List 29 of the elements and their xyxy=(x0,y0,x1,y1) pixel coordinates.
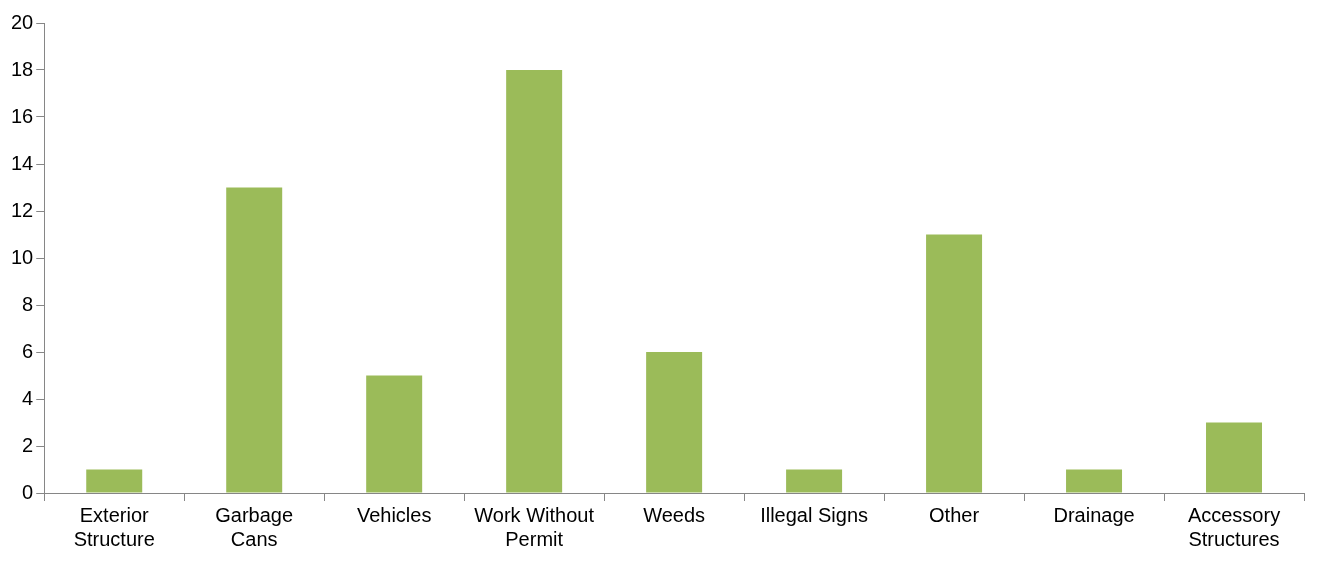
y-tick-label: 18 xyxy=(11,57,34,80)
y-tick-label: 8 xyxy=(22,292,34,315)
bar xyxy=(226,187,283,493)
y-tick-label: 20 xyxy=(11,10,34,33)
x-tick-label: Illegal Signs xyxy=(760,503,869,526)
y-tick-label: 0 xyxy=(22,480,34,503)
bar xyxy=(926,234,983,493)
x-tick-label: Work Without Permit xyxy=(474,503,595,550)
y-tick-label: 14 xyxy=(11,151,34,174)
bar xyxy=(366,375,423,493)
bar xyxy=(506,70,563,493)
bar xyxy=(1206,422,1263,493)
y-tick-label: 6 xyxy=(22,339,34,362)
y-tick-label: 2 xyxy=(22,433,34,456)
bar xyxy=(786,469,843,493)
bar xyxy=(1066,469,1123,493)
bar xyxy=(86,469,143,493)
x-tick-label: Weeds xyxy=(643,503,706,526)
x-tick-label: Drainage xyxy=(1053,503,1135,526)
x-tick-label: Exterior Structure xyxy=(73,503,155,550)
y-tick-label: 4 xyxy=(22,386,34,409)
y-tick-label: 16 xyxy=(11,104,34,127)
x-tick-label: Accessory Structures xyxy=(1187,503,1281,550)
x-tick-label: Garbage Cans xyxy=(215,503,294,550)
x-tick-label: Other xyxy=(929,503,980,526)
bar xyxy=(646,352,703,493)
x-tick-label: Vehicles xyxy=(356,503,432,526)
y-tick-label: 12 xyxy=(11,198,34,221)
y-tick-label: 10 xyxy=(11,245,34,268)
